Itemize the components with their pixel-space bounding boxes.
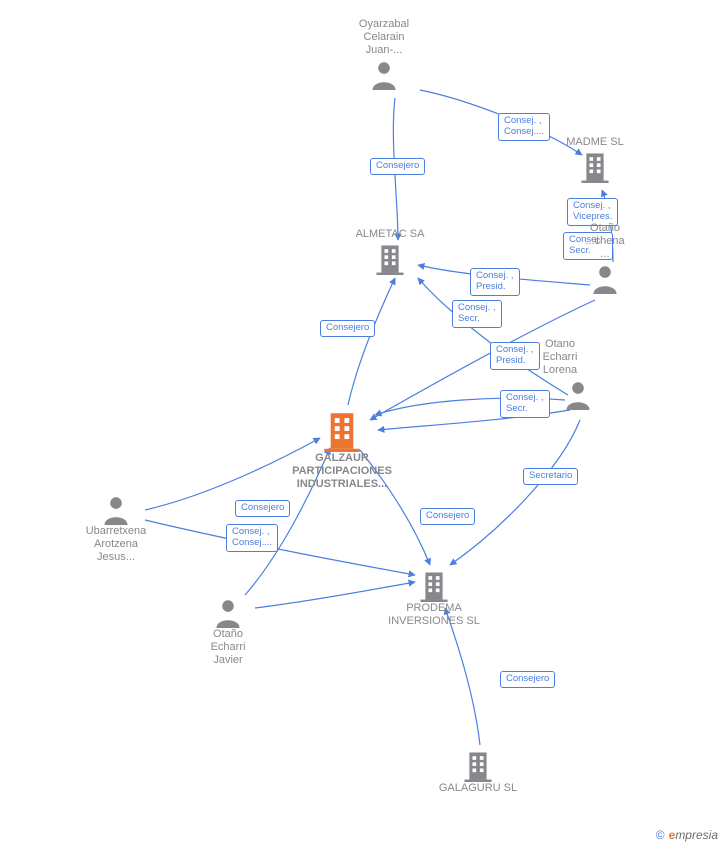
node-otano_chena[interactable]: Otaño...chena...: [555, 222, 655, 294]
node-oyarzabal[interactable]: OyarzabalCelarainJuan-...: [334, 18, 434, 90]
edge-label-e11: Consejero: [235, 500, 290, 517]
node-label: OtañoEcharriJavier: [168, 628, 288, 668]
building-icon: [375, 243, 405, 275]
edge-label-e15: Consejero: [500, 671, 555, 688]
node-otano_javier[interactable]: OtañoEcharriJavier: [168, 596, 288, 668]
node-label: PRODEMAINVERSIONES SL: [374, 602, 494, 628]
person-icon: [370, 60, 398, 90]
node-label: OtanoEcharriLorena: [510, 338, 610, 378]
node-label: ALMETAC SA: [340, 228, 440, 241]
watermark: ©empresia: [656, 828, 718, 842]
node-label: OyarzabalCelarainJuan-...: [334, 18, 434, 58]
person-icon: [564, 380, 592, 410]
person-icon: [214, 598, 242, 628]
edge-label-e12: Consej. ,Consej....: [226, 524, 278, 552]
person-icon: [102, 495, 130, 525]
edge-label-e6: Consej. ,Secr.: [452, 300, 502, 328]
edge-e8: [450, 420, 580, 565]
edge-e15: [445, 608, 480, 745]
node-label: MADME SL: [545, 136, 645, 149]
edge-e9: [348, 278, 395, 405]
person-icon: [591, 264, 619, 294]
building-icon: [463, 750, 493, 782]
edge-label-e1: Consejero: [370, 158, 425, 175]
edge-label-e4: Consej. ,Presid.: [470, 268, 520, 296]
building-icon: [322, 410, 362, 452]
edge-label-e10: Consejero: [420, 508, 475, 525]
node-label: UbarretxenaArotzenaJesus...: [56, 525, 176, 565]
node-ubarretxena[interactable]: UbarretxenaArotzenaJesus...: [56, 493, 176, 565]
node-madme[interactable]: MADME SL: [545, 136, 645, 183]
building-icon: [419, 570, 449, 602]
node-galzaur[interactable]: GALZAURPARTICIPACIONESINDUSTRIALES...: [282, 408, 402, 492]
node-almetac[interactable]: ALMETAC SA: [340, 228, 440, 275]
node-label: Otaño...chena...: [555, 222, 655, 262]
watermark-rest: mpresia: [675, 828, 718, 842]
node-label: GALAGURU SL: [418, 782, 538, 795]
edge-label-e2: Consej. ,Consej....: [498, 113, 550, 141]
building-icon: [580, 151, 610, 183]
node-prodema[interactable]: PRODEMAINVERSIONES SL: [374, 568, 494, 628]
node-otano_lorena[interactable]: OtanoEcharriLorena: [528, 338, 628, 410]
edge-label-e9: Consejero: [320, 320, 375, 337]
edge-e12: [145, 520, 415, 575]
edge-label-e8: Secretario: [523, 468, 578, 485]
watermark-copy: ©: [656, 828, 665, 842]
org-network-diagram: ConsejeroConsej. ,Consej....Consej. ,Vic…: [0, 0, 728, 850]
node-label: GALZAURPARTICIPACIONESINDUSTRIALES...: [282, 452, 402, 492]
node-galaguru[interactable]: GALAGURU SL: [418, 748, 538, 795]
